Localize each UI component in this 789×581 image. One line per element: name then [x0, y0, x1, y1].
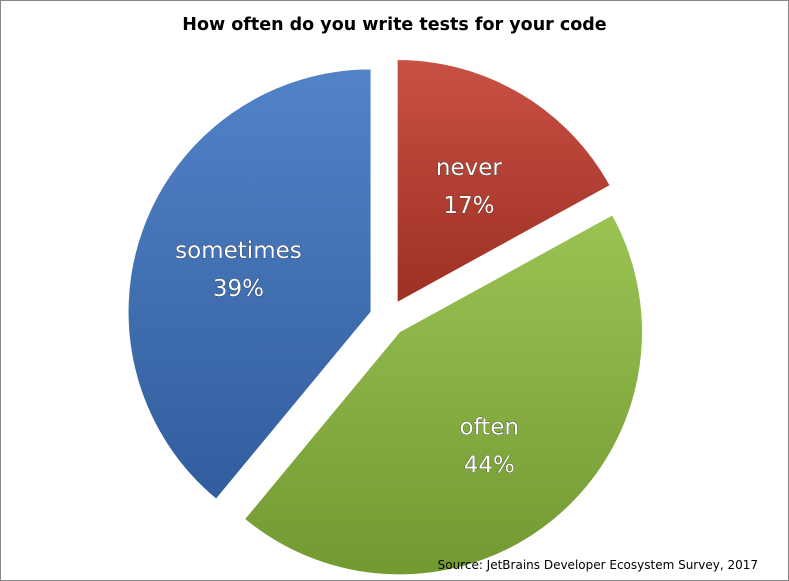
chart-title: How often do you write tests for your co…	[182, 15, 607, 35]
slice-value-sometimes: 39%	[213, 276, 264, 302]
slice-label-sometimes: sometimes	[175, 238, 302, 264]
slice-label-often: often	[460, 414, 520, 440]
pie-slice-sometimes	[127, 68, 372, 500]
slice-label-never: never	[436, 155, 502, 181]
pie-slice-never	[396, 59, 611, 304]
chart-source: Source: JetBrains Developer Ecosystem Su…	[437, 558, 758, 572]
slice-value-often: 44%	[464, 452, 515, 478]
slice-value-never: 17%	[443, 193, 494, 219]
pie-slice-often	[243, 214, 643, 576]
